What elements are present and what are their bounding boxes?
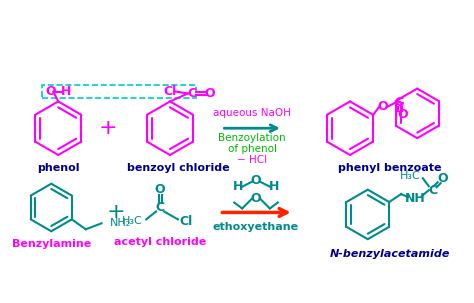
- Bar: [42, 85, 196, 98]
- Text: H: H: [233, 180, 244, 193]
- Text: H: H: [61, 85, 71, 98]
- Text: O: O: [204, 87, 215, 100]
- Text: O: O: [155, 183, 165, 196]
- Text: NH: NH: [404, 191, 425, 205]
- Text: +: +: [106, 202, 125, 222]
- Text: benzoyl chloride: benzoyl chloride: [127, 163, 229, 173]
- Text: H: H: [269, 180, 279, 193]
- Text: +: +: [98, 118, 117, 138]
- Text: phenol: phenol: [37, 163, 80, 173]
- Text: ethoxyethane: ethoxyethane: [213, 222, 299, 232]
- Text: H₃C: H₃C: [400, 171, 421, 181]
- Text: Benzylamine: Benzylamine: [12, 239, 91, 249]
- Text: O: O: [251, 174, 261, 187]
- Text: acetyl chloride: acetyl chloride: [114, 237, 206, 247]
- Text: O: O: [45, 85, 55, 98]
- Text: C: C: [155, 201, 164, 214]
- Text: N-benzylacetamide: N-benzylacetamide: [329, 249, 450, 259]
- Text: O: O: [378, 100, 388, 113]
- Text: O: O: [251, 192, 261, 205]
- Text: NH₂: NH₂: [109, 218, 131, 228]
- Text: phenyl benzoate: phenyl benzoate: [338, 163, 441, 173]
- Text: O: O: [438, 172, 448, 185]
- Text: C: C: [428, 184, 438, 197]
- Text: Benzoylation: Benzoylation: [218, 133, 286, 143]
- Text: aqueous NaOH: aqueous NaOH: [213, 108, 291, 118]
- Text: of phenol: of phenol: [228, 144, 276, 154]
- Text: Cl: Cl: [180, 215, 193, 228]
- Text: C: C: [394, 96, 403, 109]
- Text: H₃C: H₃C: [121, 216, 142, 226]
- Text: C: C: [187, 87, 196, 100]
- Text: − HCl: − HCl: [237, 155, 267, 165]
- Text: O: O: [398, 108, 408, 121]
- Text: Cl: Cl: [164, 85, 177, 98]
